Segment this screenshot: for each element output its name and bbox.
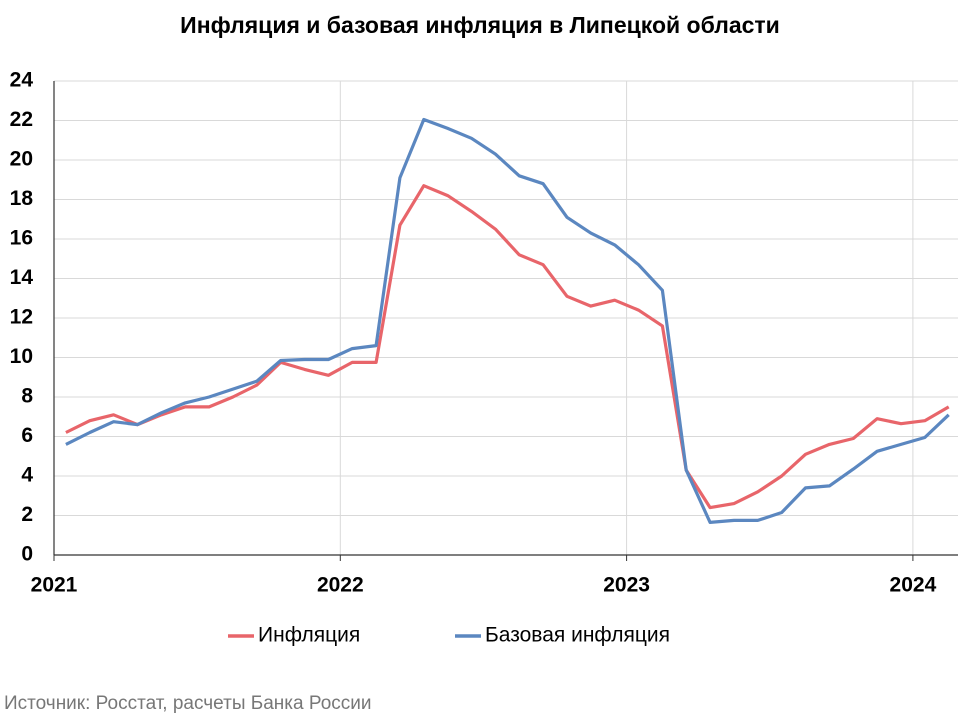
x-tick-label: 2024 — [890, 574, 937, 597]
x-tick-label: 2022 — [317, 574, 364, 597]
y-tick-label: 8 — [21, 385, 33, 408]
y-tick-label: 6 — [21, 424, 33, 447]
y-tick-label: 24 — [10, 69, 34, 92]
y-tick-label: 16 — [10, 227, 33, 250]
legend-label: Инфляция — [258, 624, 360, 647]
y-tick-label: 4 — [21, 464, 33, 487]
y-tick-label: 10 — [10, 345, 33, 368]
y-tick-label: 0 — [21, 543, 33, 566]
legend-label: Базовая инфляция — [485, 624, 670, 647]
y-tick-label: 22 — [10, 108, 33, 131]
chart-title: Инфляция и базовая инфляция в Липецкой о… — [180, 12, 780, 38]
y-tick-label: 20 — [10, 148, 33, 171]
line-series — [65, 184, 950, 510]
x-tick-label: 2021 — [31, 574, 78, 597]
y-tick-label: 18 — [10, 187, 34, 210]
source-note: Источник: Росстат, расчеты Банка России — [4, 693, 372, 714]
y-tick-label: 12 — [10, 306, 33, 329]
y-tick-label: 14 — [10, 266, 34, 289]
y-tick-label: 2 — [21, 503, 33, 526]
line-series — [65, 117, 950, 524]
x-tick-label: 2023 — [603, 574, 650, 597]
